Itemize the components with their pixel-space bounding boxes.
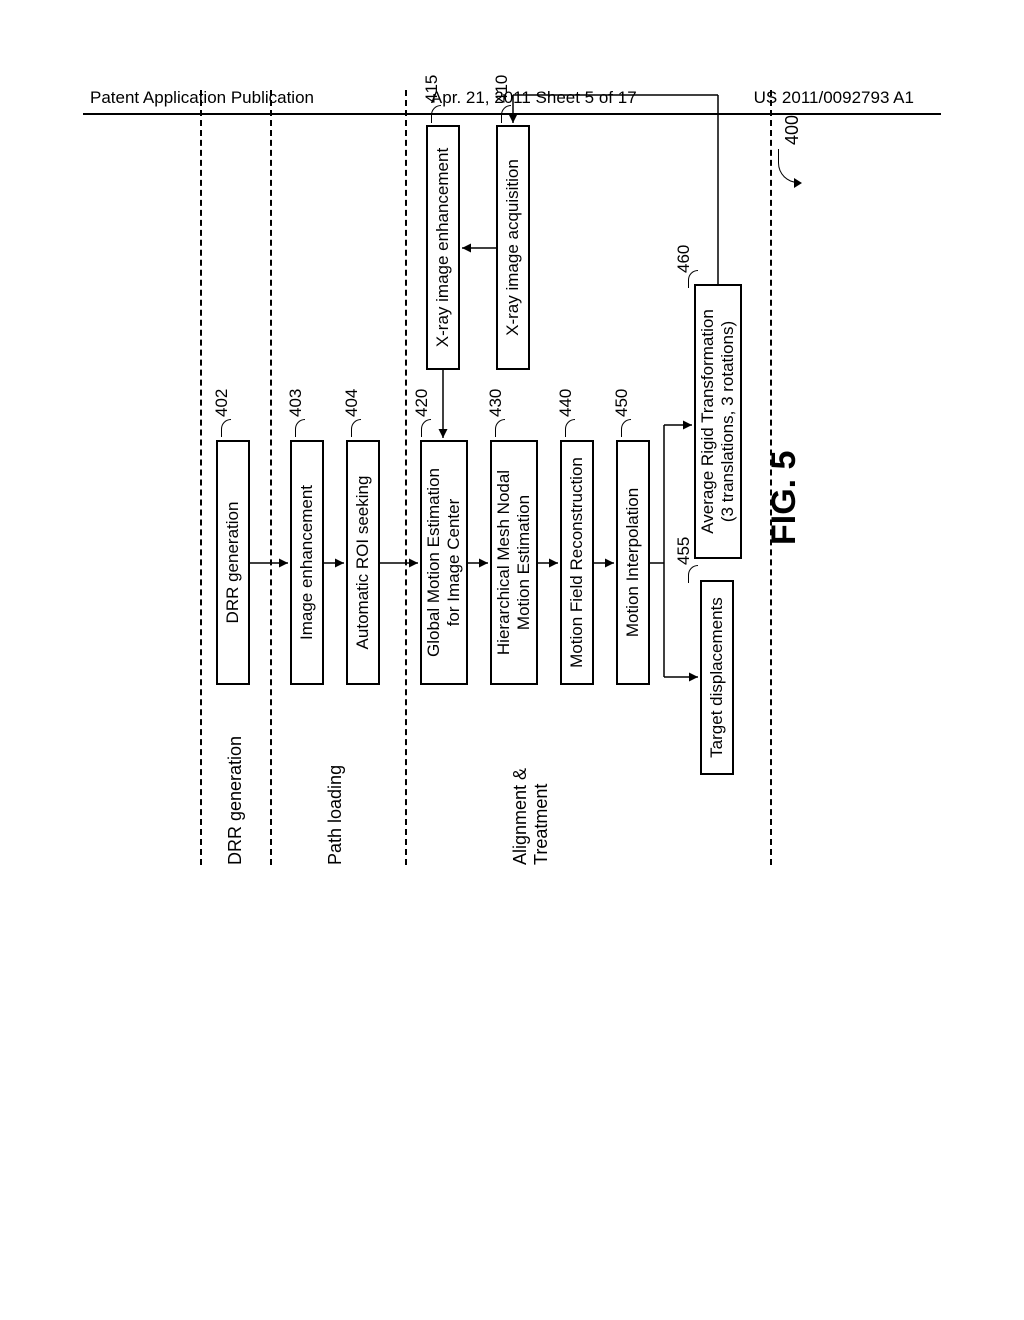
ref-455: 455 [674,537,694,565]
ref-402: 402 [212,389,232,417]
leader-400-tip [794,178,802,188]
box-label: Motion Field Reconstruction [567,457,587,668]
box-label: Hierarchical Mesh Nodal Motion Estimatio… [494,470,533,655]
leader-420 [421,419,431,437]
box-label: X-ray image acquisition [503,159,523,336]
leader-455 [688,565,698,583]
box-label: Global Motion Estimation for Image Cente… [424,468,463,657]
box-label: Image enhancement [297,485,317,640]
box-image-enhancement: Image enhancement [290,440,324,685]
leader-430 [495,419,505,437]
box-global-motion: Global Motion Estimation for Image Cente… [420,440,468,685]
ref-400: 400 [782,115,803,145]
ref-403: 403 [286,389,306,417]
box-target-disp: Target displacements [700,580,734,775]
leader-450 [621,419,631,437]
leader-460 [688,270,698,288]
box-xray-acq: X-ray image acquisition [496,125,530,370]
leader-410 [501,105,511,123]
dashed-3 [405,90,407,865]
ref-440: 440 [556,389,576,417]
box-xray-enh: X-ray image enhancement [426,125,460,370]
box-label: Average Rigid Transformation (3 translat… [698,309,737,534]
leader-440 [565,419,575,437]
section-drr: DRR generation [225,736,246,865]
dashed-top [200,90,202,865]
box-label: Motion Interpolation [623,488,643,637]
section-align: Alignment & Treatment [510,768,552,865]
box-motion-field: Motion Field Reconstruction [560,440,594,685]
box-label: Automatic ROI seeking [353,476,373,650]
ref-404: 404 [342,389,362,417]
leader-403 [295,419,305,437]
ref-410: 410 [492,75,512,103]
ref-430: 430 [486,389,506,417]
box-auto-roi: Automatic ROI seeking [346,440,380,685]
ref-450: 450 [612,389,632,417]
leader-404 [351,419,361,437]
leader-402 [221,419,231,437]
flow-diagram: DRR generation Path loading Alignment & … [210,65,800,865]
box-label: DRR generation [223,502,243,624]
box-drr-generation: DRR generation [216,440,250,685]
leader-415 [431,105,441,123]
box-motion-interp: Motion Interpolation [616,440,650,685]
dashed-2 [270,90,272,865]
box-label: X-ray image enhancement [433,148,453,347]
ref-415: 415 [422,75,442,103]
figure-label: FIG. 5 [765,451,804,545]
box-label: Target displacements [707,597,727,758]
box-hier-mesh: Hierarchical Mesh Nodal Motion Estimatio… [490,440,538,685]
box-avg-rigid: Average Rigid Transformation (3 translat… [694,284,742,559]
ref-460: 460 [674,245,694,273]
ref-420: 420 [412,389,432,417]
section-path: Path loading [325,765,346,865]
